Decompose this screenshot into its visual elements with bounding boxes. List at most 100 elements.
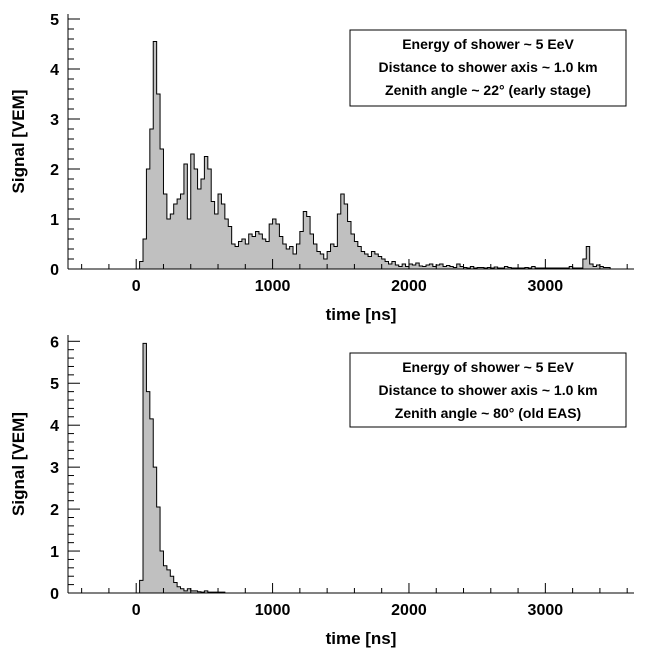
- histogram-bin: [347, 221, 352, 269]
- histogram-bin: [453, 267, 458, 269]
- legend: Energy of shower ~ 5 EeV Distance to show…: [349, 29, 627, 107]
- histogram-bin: [463, 267, 468, 269]
- histogram-series: [139, 41, 611, 269]
- histogram-bin: [402, 264, 406, 269]
- x-tick-label: 2000: [391, 278, 427, 295]
- y-tick-label: 6: [50, 334, 59, 351]
- histogram-bin: [344, 204, 348, 269]
- x-tick-label: 3000: [528, 602, 564, 619]
- histogram-bin: [293, 254, 297, 269]
- histogram-bin: [180, 588, 185, 593]
- histogram-bin: [183, 590, 188, 593]
- y-tick-label: 4: [50, 418, 59, 435]
- histogram-bin: [408, 264, 413, 269]
- histogram-outline: [68, 41, 634, 270]
- histogram-bin: [364, 254, 369, 269]
- histogram-bin: [415, 263, 420, 269]
- x-tick-label: 1000: [255, 602, 291, 619]
- legend-line: Energy of shower ~ 5 EeV: [402, 36, 574, 52]
- histogram-bin: [187, 588, 192, 593]
- histogram-bin: [190, 590, 195, 593]
- histogram-bin: [340, 194, 345, 269]
- histogram-bin: [238, 241, 243, 269]
- histogram-bin: [160, 149, 164, 269]
- y-tick-label: 1: [50, 544, 59, 561]
- histogram-bin: [426, 265, 430, 269]
- histogram-bin: [166, 569, 171, 593]
- histogram-bin: [160, 551, 164, 593]
- histogram-bin: [299, 231, 304, 269]
- x-tick-label: 0: [132, 278, 141, 295]
- legend-line: Energy of shower ~ 5 EeV: [402, 359, 574, 375]
- histogram-bin: [166, 219, 171, 269]
- histogram-bin: [177, 586, 181, 593]
- histogram-bin: [180, 194, 185, 269]
- histogram-bin: [477, 267, 481, 269]
- histogram-bin: [139, 261, 144, 269]
- histogram-bin: [436, 265, 441, 269]
- histogram-bin: [449, 266, 454, 269]
- histogram-bin: [153, 467, 158, 593]
- histogram-bin: [599, 266, 604, 269]
- histogram-bin: [381, 259, 386, 269]
- legend-line: Zenith angle ~ 80° (old EAS): [395, 405, 581, 421]
- histogram-bin: [316, 251, 321, 269]
- histogram-bin: [391, 261, 396, 269]
- histogram-bin: [443, 266, 447, 269]
- histogram-bin: [153, 41, 158, 269]
- histogram-bin: [156, 94, 161, 269]
- histogram-bin: [524, 267, 529, 269]
- histogram-bin: [480, 267, 485, 269]
- histogram-bin: [351, 234, 355, 269]
- histogram-bin: [224, 219, 229, 269]
- histogram-bin: [252, 236, 256, 269]
- histogram-bin: [357, 246, 362, 269]
- histogram-bin: [197, 591, 202, 593]
- histogram-bin: [149, 129, 154, 269]
- histogram-bin: [194, 590, 198, 593]
- histogram-bin: [235, 246, 239, 269]
- histogram-bin: [378, 256, 383, 269]
- histogram-bin: [204, 156, 209, 269]
- histogram-bin: [187, 219, 192, 269]
- y-tick-label: 4: [50, 62, 59, 79]
- histogram-bin: [265, 241, 270, 269]
- histogram-bin: [173, 204, 178, 269]
- histogram-bin: [272, 219, 277, 269]
- legend-box: [349, 29, 627, 107]
- histogram-bin: [149, 418, 154, 593]
- x-tick-label: 2000: [391, 602, 427, 619]
- histogram-bin: [146, 391, 151, 593]
- histogram-bin: [303, 211, 308, 269]
- histogram-bin: [374, 254, 379, 269]
- histogram-bin: [228, 226, 233, 269]
- histogram-bin: [456, 264, 461, 269]
- histogram-bin: [197, 189, 202, 269]
- histogram-bin: [419, 266, 424, 269]
- histogram-bin: [429, 264, 434, 269]
- histogram-bin: [422, 266, 427, 269]
- y-tick-label: 3: [50, 460, 59, 477]
- histogram-bin: [596, 265, 601, 269]
- histogram-bin: [487, 267, 492, 269]
- histogram-bin: [494, 267, 499, 269]
- histogram-bin: [231, 244, 236, 269]
- histogram-bin: [412, 265, 417, 269]
- histogram-bin: [214, 214, 219, 269]
- histogram-bin: [586, 246, 591, 269]
- histogram-bin: [200, 179, 205, 269]
- histogram-bin: [313, 244, 318, 269]
- histogram-bin: [143, 239, 147, 269]
- histogram-bin: [385, 261, 389, 269]
- histogram-bin: [337, 214, 342, 269]
- histogram-bin: [163, 565, 168, 593]
- histogram-bin: [405, 266, 410, 269]
- histogram-bin: [289, 246, 294, 269]
- y-tick-label: 5: [50, 376, 59, 393]
- histogram-bin: [582, 259, 587, 269]
- histogram-bin: [269, 224, 273, 269]
- histogram-bin: [143, 343, 147, 593]
- histogram-bin: [470, 266, 475, 269]
- histogram-bin: [177, 199, 181, 269]
